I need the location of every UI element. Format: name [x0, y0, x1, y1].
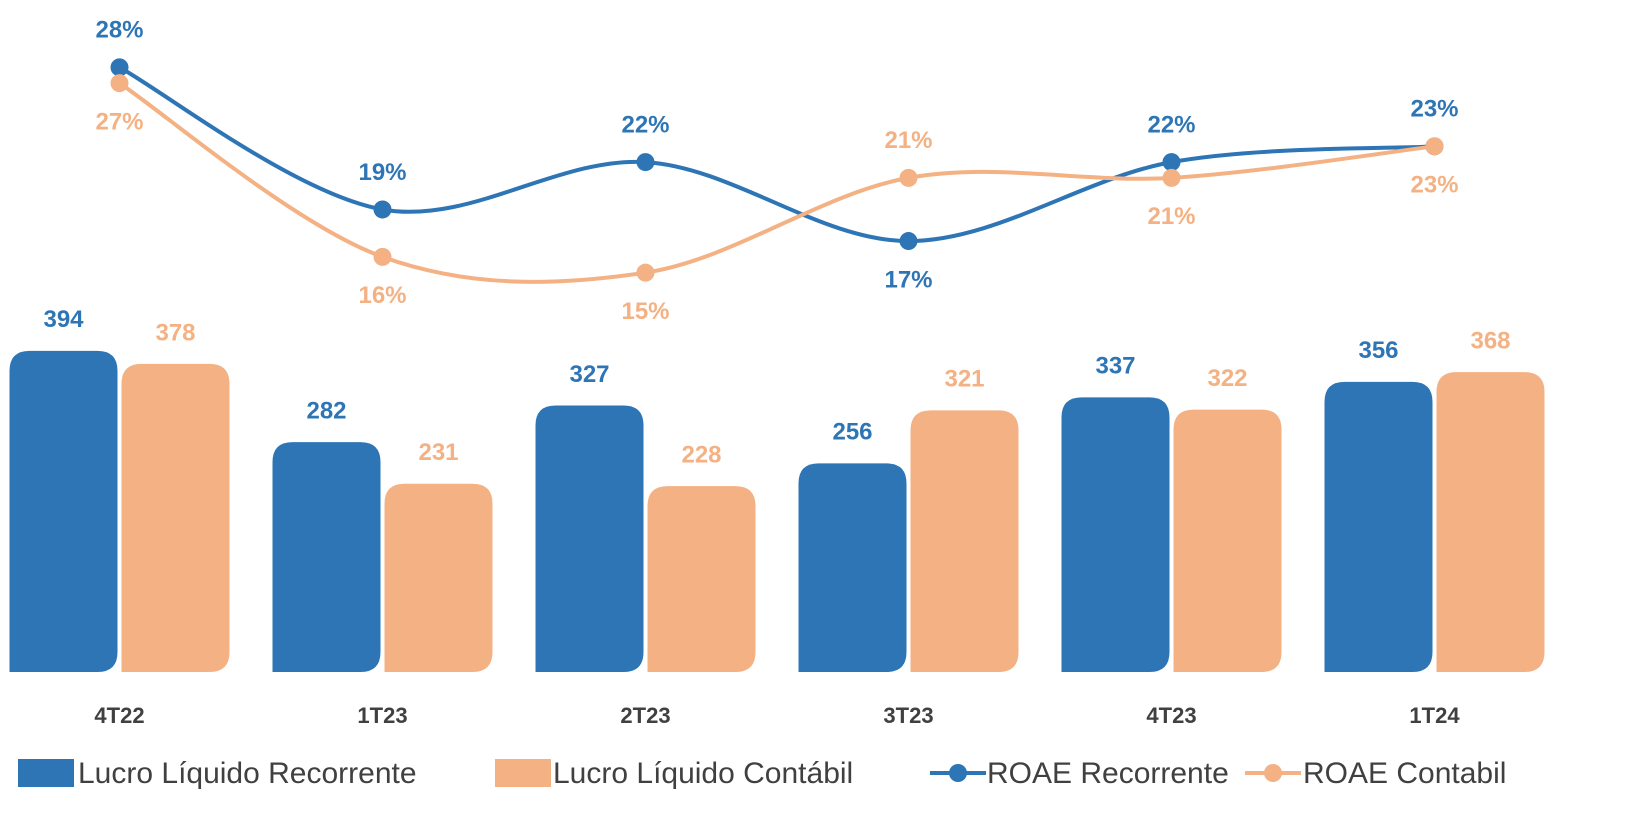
line-marker — [110, 74, 129, 93]
bar — [272, 442, 381, 672]
line-marker — [899, 232, 918, 251]
bar — [121, 363, 230, 672]
bar — [798, 463, 907, 672]
legend-swatch — [1264, 764, 1282, 782]
line-marker — [373, 200, 392, 219]
x-tick-label: 1T24 — [1409, 703, 1460, 728]
bar — [1173, 409, 1282, 672]
data-label: 356 — [1358, 337, 1398, 364]
legend-label: Lucro Líquido Contábil — [553, 757, 853, 790]
x-tick-label: 4T22 — [94, 703, 144, 728]
bar — [647, 486, 756, 672]
data-label: 368 — [1470, 327, 1510, 354]
data-label: 23% — [1410, 96, 1458, 123]
bar — [1061, 397, 1170, 672]
data-label: 16% — [358, 282, 406, 309]
data-label: 23% — [1410, 172, 1458, 199]
line-marker — [373, 247, 392, 266]
legend-swatch — [949, 764, 967, 782]
data-label: 22% — [1147, 111, 1195, 138]
x-tick-label: 2T23 — [620, 703, 670, 728]
line-marker — [110, 58, 129, 77]
data-label: 378 — [155, 319, 195, 346]
data-label: 394 — [43, 306, 84, 333]
legend-swatch — [18, 759, 74, 787]
data-label: 256 — [832, 419, 872, 446]
data-label: 337 — [1095, 353, 1135, 380]
x-tick-label: 3T23 — [883, 703, 933, 728]
data-label: 17% — [884, 266, 932, 293]
legend-label: ROAE Recorrente — [987, 757, 1229, 790]
legend-swatch — [495, 759, 551, 787]
bar — [384, 483, 493, 672]
line-marker — [1162, 153, 1181, 172]
bar — [9, 350, 118, 672]
data-label: 327 — [569, 361, 609, 388]
data-label: 231 — [418, 439, 458, 466]
data-label: 228 — [681, 442, 721, 469]
data-label: 321 — [944, 366, 984, 393]
data-label: 322 — [1207, 365, 1247, 392]
x-tick-label: 4T23 — [1146, 703, 1196, 728]
line-marker — [899, 168, 918, 187]
bar — [1324, 381, 1433, 672]
data-label: 28% — [95, 17, 143, 44]
line — [118, 81, 1435, 284]
line-marker — [636, 263, 655, 282]
line-marker — [1162, 168, 1181, 187]
data-label: 27% — [95, 109, 143, 136]
bar — [535, 405, 644, 672]
legend-label: Lucro Líquido Recorrente — [78, 757, 417, 790]
x-tick-label: 1T23 — [357, 703, 407, 728]
data-label: 22% — [621, 111, 669, 138]
data-label: 15% — [621, 298, 669, 325]
line-marker — [636, 153, 655, 172]
bar — [1436, 372, 1545, 672]
data-label: 21% — [1147, 203, 1195, 230]
bar — [910, 410, 1019, 672]
line-marker — [1425, 137, 1444, 156]
legend-label: ROAE Contabil — [1303, 757, 1506, 790]
line — [118, 65, 1435, 244]
data-label: 282 — [306, 398, 346, 425]
data-label: 19% — [358, 159, 406, 186]
data-label: 21% — [884, 127, 932, 154]
